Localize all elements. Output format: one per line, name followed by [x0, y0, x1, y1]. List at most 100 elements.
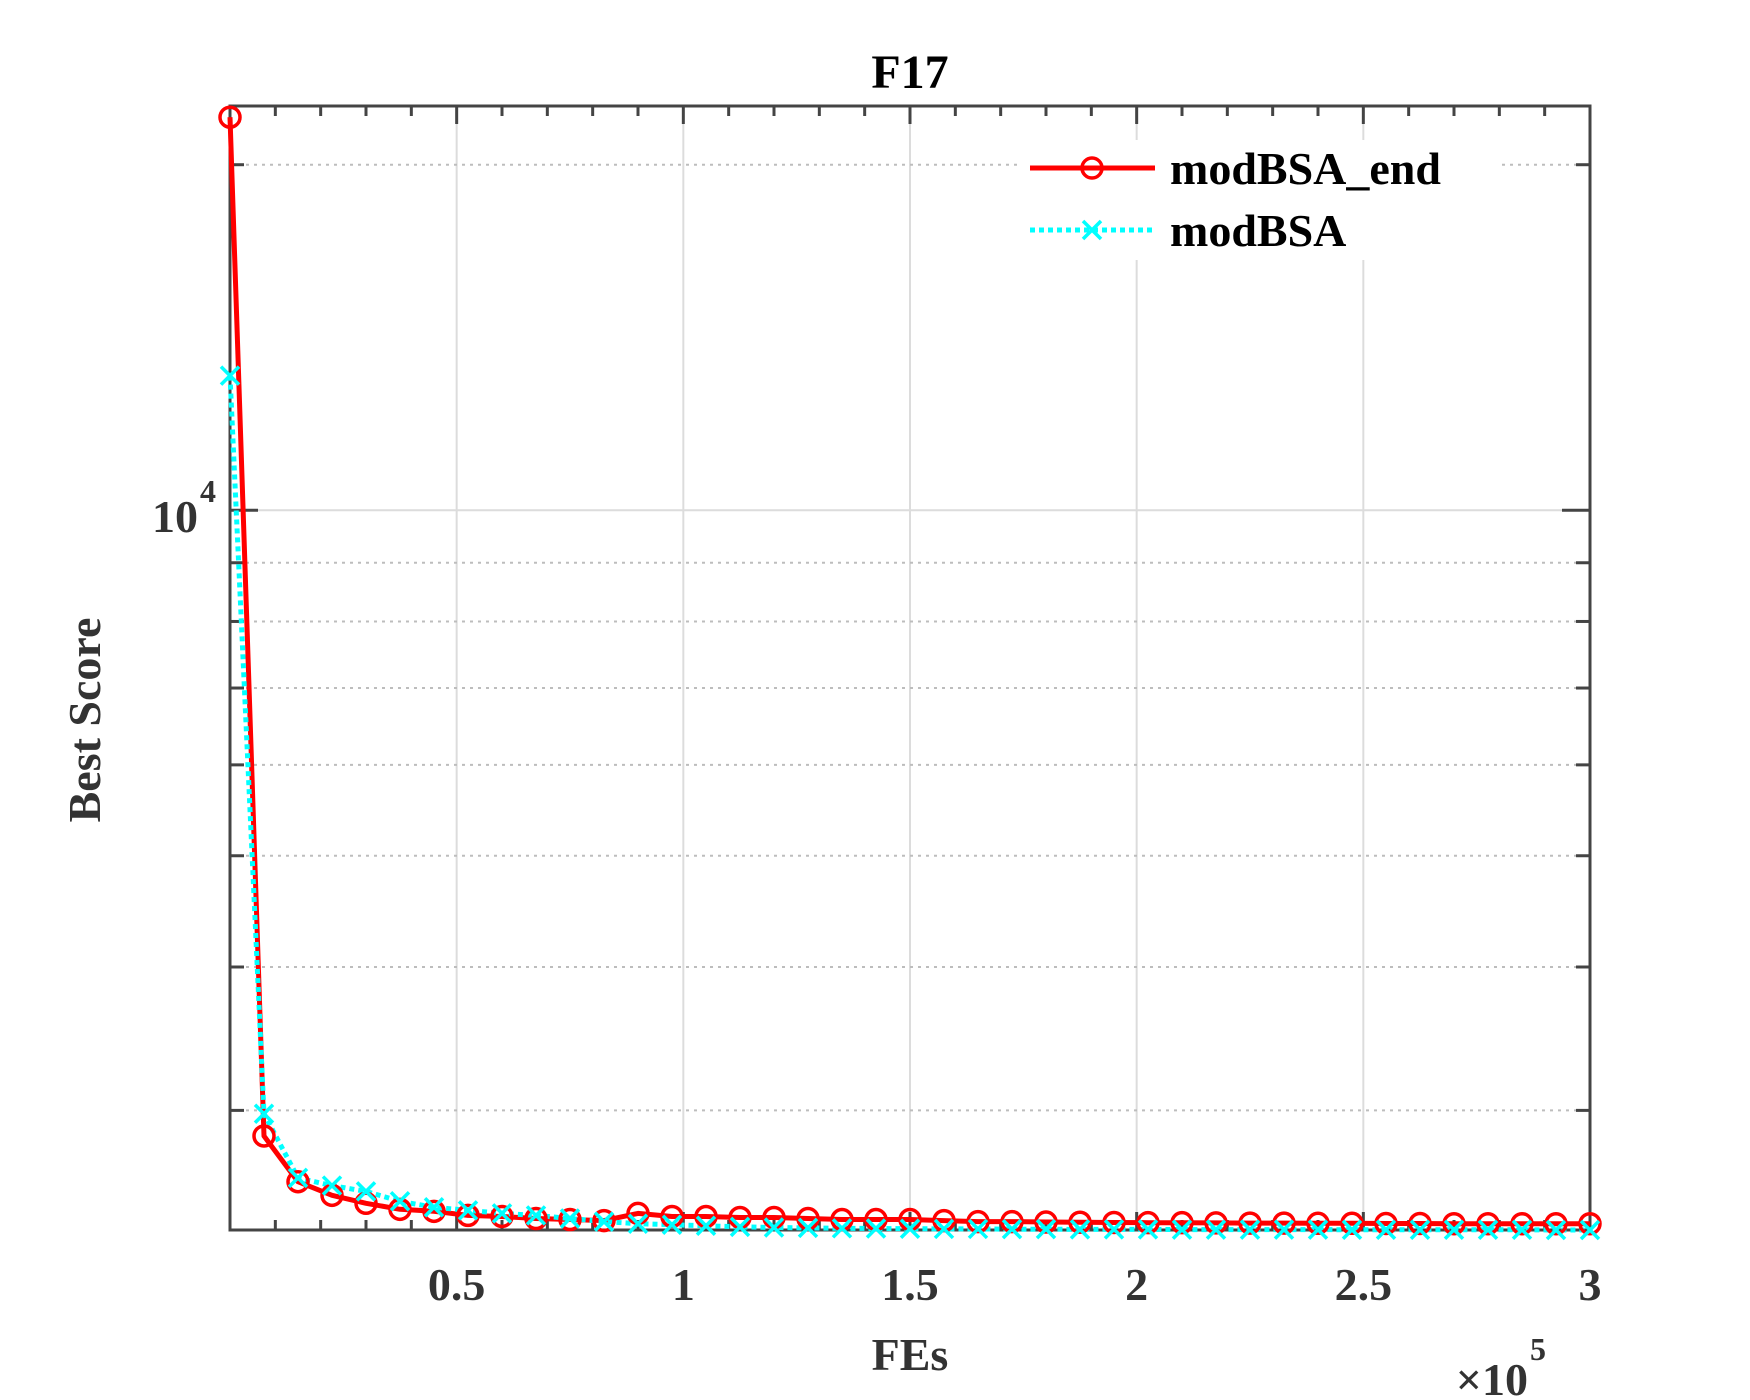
series-point-modBSA — [763, 1217, 785, 1238]
marker-stroke — [1307, 1219, 1329, 1240]
series-point-modBSA_end — [1204, 1211, 1228, 1235]
marker-stroke — [423, 1197, 445, 1218]
series-point-modBSA — [525, 1205, 547, 1226]
series-point-modBSA — [1001, 1218, 1023, 1240]
marker-stroke — [287, 1167, 309, 1189]
series-point-modBSA — [321, 1175, 343, 1196]
legend-label: modBSA — [1170, 205, 1346, 256]
marker-stroke — [1511, 1219, 1533, 1241]
series-point-modBSA — [219, 365, 241, 386]
marker-stroke — [219, 365, 241, 386]
marker-stroke — [763, 1217, 785, 1238]
series-point-modBSA_end — [1068, 1210, 1092, 1234]
series-point-modBSA_end — [1544, 1211, 1568, 1236]
marker-stroke — [457, 1200, 479, 1221]
marker-stroke — [1341, 1219, 1363, 1241]
series-point-modBSA — [491, 1203, 513, 1224]
series-point-modBSA_end — [286, 1169, 310, 1194]
marker-stroke — [1409, 1219, 1431, 1241]
x-tick-label: 3 — [1579, 1259, 1602, 1310]
series-point-modBSA_end — [1034, 1210, 1058, 1234]
series-point-modBSA_end — [592, 1208, 616, 1233]
x-exponent-power: 5 — [1530, 1331, 1546, 1367]
series-point-modBSA — [1579, 1219, 1601, 1241]
marker-stroke — [593, 1211, 615, 1232]
series-point-modBSA — [967, 1218, 989, 1240]
series-point-modBSA — [457, 1200, 479, 1221]
series-point-modBSA_end — [1080, 156, 1104, 180]
marker-stroke — [1137, 1219, 1159, 1240]
series-point-modBSA — [1205, 1219, 1227, 1240]
series-point-modBSA — [1239, 1219, 1261, 1240]
series-point-modBSA — [695, 1215, 717, 1237]
marker-stroke — [1035, 1218, 1057, 1240]
marker-stroke — [729, 1216, 751, 1238]
x-tick-label: 0.5 — [428, 1259, 486, 1310]
series-point-modBSA — [1171, 1219, 1193, 1240]
legend: modBSA_end modBSA — [1020, 140, 1500, 260]
marker-stroke — [967, 1218, 989, 1240]
marker-stroke — [1579, 1219, 1601, 1241]
series-point-modBSA — [831, 1218, 853, 1239]
series-point-modBSA — [1307, 1219, 1329, 1240]
marker-stroke — [1103, 1219, 1125, 1240]
series-point-modBSA — [661, 1214, 683, 1235]
series-point-modBSA — [627, 1213, 649, 1234]
marker-stroke — [831, 1218, 853, 1239]
series-point-modBSA — [865, 1218, 887, 1239]
marker-stroke — [355, 1181, 377, 1202]
plot-area: 0.5 1 1.5 2 2.5 3 10 4 — [152, 104, 1602, 1310]
series-line-modBSA — [227, 375, 1590, 1233]
marker-stroke — [695, 1215, 717, 1237]
series-point-modBSA_end — [422, 1199, 446, 1224]
y-tick-label-base: 10 — [152, 491, 198, 542]
marker-stroke — [389, 1191, 411, 1212]
marker-stroke — [1001, 1218, 1023, 1240]
marker-stroke — [899, 1218, 921, 1239]
series-point-modBSA_end — [1442, 1211, 1466, 1236]
series-point-modBSA_end — [1510, 1211, 1534, 1236]
series-point-modBSA — [423, 1197, 445, 1218]
series-point-modBSA_end — [1272, 1211, 1296, 1235]
series-point-modBSA_end — [1238, 1211, 1262, 1235]
marker-stroke — [627, 1213, 649, 1234]
marker-stroke — [1081, 219, 1103, 241]
series-point-modBSA_end — [966, 1209, 990, 1234]
marker-stroke — [253, 1103, 275, 1124]
series-point-modBSA — [1545, 1219, 1567, 1241]
series-point-modBSA — [1081, 219, 1103, 241]
series-point-modBSA_end — [1306, 1211, 1330, 1236]
series-point-modBSA — [593, 1211, 615, 1232]
series-point-modBSA — [899, 1218, 921, 1239]
marker-stroke — [1205, 1219, 1227, 1240]
series-point-modBSA — [355, 1181, 377, 1202]
series-point-modBSA — [253, 1103, 275, 1124]
series-point-modBSA_end — [1102, 1210, 1126, 1235]
series-point-modBSA — [1069, 1219, 1091, 1240]
series-point-modBSA — [559, 1208, 581, 1229]
x-tick-label: 2 — [1125, 1259, 1148, 1310]
series-point-modBSA_end — [1340, 1211, 1364, 1236]
series-point-modBSA_end — [252, 1124, 276, 1148]
x-tick-label: 2.5 — [1335, 1259, 1393, 1310]
marker-stroke — [661, 1214, 683, 1235]
x-exponent-base: ×10 — [1456, 1354, 1528, 1400]
series-point-modBSA_end — [1374, 1211, 1398, 1236]
series-point-modBSA — [389, 1191, 411, 1212]
marker-stroke — [1545, 1219, 1567, 1241]
series-point-modBSA_end — [218, 105, 242, 129]
marker-stroke — [1477, 1219, 1499, 1241]
marker-stroke — [1443, 1219, 1465, 1241]
marker-stroke — [321, 1175, 343, 1196]
x-tick-label: 1 — [672, 1259, 695, 1310]
marker-stroke — [1239, 1219, 1261, 1240]
marker-stroke — [491, 1203, 513, 1224]
marker-stroke — [525, 1205, 547, 1226]
x-axis-label: FEs — [872, 1329, 949, 1380]
series-point-modBSA_end — [558, 1207, 582, 1232]
series-point-modBSA — [1273, 1219, 1295, 1240]
series-point-modBSA — [797, 1217, 819, 1239]
series-point-modBSA_end — [1136, 1210, 1160, 1235]
marker-stroke — [559, 1208, 581, 1229]
